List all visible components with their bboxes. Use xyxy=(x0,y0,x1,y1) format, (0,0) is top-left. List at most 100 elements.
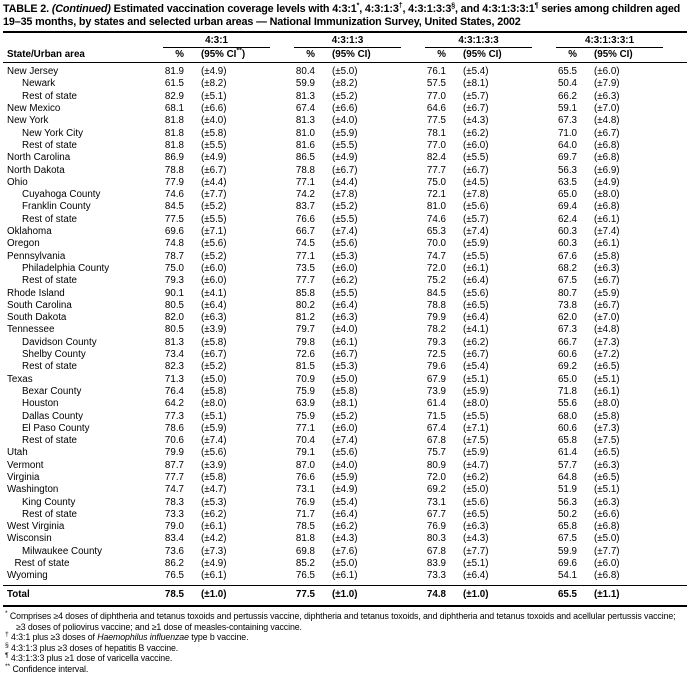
ci-cell: (±5.1) xyxy=(463,558,489,570)
ci-cell: (±4.1) xyxy=(463,324,489,336)
pct-cell: 67.5 xyxy=(557,533,578,545)
table-row: New York City 81.8 (±5.8) 81.0 (±5.9) 78.1 (±6… xyxy=(3,128,687,140)
pct-cell: 65.0 xyxy=(557,189,578,201)
table-row: King County 78.3 (±5.3) 76.9 (±5.4) 73.1 (±5.6… xyxy=(3,497,687,509)
ci-cell: (±7.1) xyxy=(463,422,489,434)
pct-cell: 59.1 xyxy=(557,103,578,115)
pct-cell: 67.8 xyxy=(426,435,446,447)
pct-cell: 72.6 xyxy=(295,349,315,361)
table-row: Rest of state 73.3 (±6.2) 71.7 (±6.4) 67.7 (±6… xyxy=(3,509,687,521)
pct-cell: 81.6 xyxy=(295,139,315,151)
pct-cell: 64.6 xyxy=(426,103,446,115)
ci-cell: (±5.6) xyxy=(332,447,358,459)
pct-cell: 86.9 xyxy=(164,152,184,164)
ci-cell: (±6.8) xyxy=(594,521,620,533)
table-row: Dallas County 77.3 (±5.1) 75.9 (±5.2) 71.5 (±5… xyxy=(3,411,687,423)
pct-cell: 70.4 xyxy=(295,435,315,447)
ci-cell: (±8.2) xyxy=(201,78,227,90)
ci-cell: (±5.0) xyxy=(463,484,489,496)
area-cell: New York City xyxy=(22,127,83,139)
ci-column-header: (95% CI) xyxy=(318,48,425,64)
ci-cell: (±5.2) xyxy=(332,90,358,102)
pct-cell: 78.8 xyxy=(164,164,184,176)
ci-cell: (±6.2) xyxy=(332,275,358,287)
area-cell: Bexar County xyxy=(22,385,82,397)
ci-cell: (±5.6) xyxy=(463,201,489,213)
table-row: North Dakota 78.8 (±6.7) 78.8 (±6.7) 77.7 (±6.… xyxy=(3,165,687,177)
pct-cell: 73.3 xyxy=(164,508,184,520)
area-cell: Rhode Island xyxy=(7,287,65,299)
ci-cell: (±6.1) xyxy=(463,262,489,274)
ci-cell: (±6.1) xyxy=(594,213,620,225)
ci-cell: (±5.6) xyxy=(463,496,489,508)
ci-cell: (±6.8) xyxy=(594,152,620,164)
table-row: West Virginia 79.0 (±6.1) 78.5 (±6.2) 76.9 (±6… xyxy=(3,521,687,533)
area-cell: North Carolina xyxy=(7,152,71,164)
ci-cell: (±3.9) xyxy=(201,459,227,471)
area-cell: Rest of state xyxy=(22,361,77,373)
pct-cell: 60.6 xyxy=(557,422,578,434)
ci-cell: (±1.0) xyxy=(187,584,294,607)
table-row: Rest of state 81.8 (±5.5) 81.6 (±5.5) 77.0 (±6… xyxy=(3,140,687,152)
table-row: Tennessee 80.5 (±3.9) 79.7 (±4.0) 78.2 (±4.1) 6… xyxy=(3,324,687,336)
pct-cell: 63.9 xyxy=(295,398,315,410)
ci-cell: (±6.9) xyxy=(594,164,620,176)
ci-cell: (±5.5) xyxy=(332,213,358,225)
ci-cell: (±3.9) xyxy=(201,324,227,336)
area-cell: Rest of state xyxy=(22,139,77,151)
pct-cell: 78.2 xyxy=(426,324,446,336)
pct-cell: 66.7 xyxy=(557,336,578,348)
table-row: Rest of state 82.9 (±5.1) 81.3 (±5.2) 77.0 (±5… xyxy=(3,91,687,103)
table-row: New Mexico 68.1 (±6.6) 67.4 (±6.6) 64.6 (±6.7)… xyxy=(3,103,687,115)
ci-cell: (±8.0) xyxy=(594,189,620,201)
area-cell: Rest of state xyxy=(22,275,77,287)
pct-cell: 69.2 xyxy=(426,484,446,496)
title-continued: (Continued) xyxy=(51,3,111,15)
column-group-431331: 4:3:1:3:3:1 xyxy=(556,32,687,49)
ci-cell: (±5.1) xyxy=(463,373,489,385)
pct-cell: 77.7 xyxy=(426,164,446,176)
pct-cell: 81.3 xyxy=(164,336,184,348)
area-cell: Rest of state xyxy=(22,435,77,447)
sub-header-row: % (95% CI**) % (95% CI) % (95% CI) % (95… xyxy=(3,48,688,64)
pct-cell: 77.5 xyxy=(294,584,318,607)
pct-cell: 67.5 xyxy=(557,275,578,287)
pct-cell: 71.3 xyxy=(164,373,184,385)
area-cell: North Dakota xyxy=(7,164,65,176)
pct-cell: 72.0 xyxy=(426,262,446,274)
group-header-row: State/Urban area 4:3:1 4:3:1:3 4:3:1:3:3… xyxy=(3,32,687,64)
pct-cell: 76.6 xyxy=(295,471,315,483)
pct-cell: 78.6 xyxy=(164,422,184,434)
ci-cell: (±5.1) xyxy=(201,90,227,102)
pct-cell: 65.0 xyxy=(557,373,578,385)
pct-cell: 69.7 xyxy=(557,152,578,164)
pct-cell: 59.9 xyxy=(557,545,578,557)
ci-cell: (±6.5) xyxy=(594,471,620,483)
pct-cell: 60.6 xyxy=(557,349,578,361)
table-row: Franklin County 84.5 (±5.2) 83.7 (±5.2) 81.0 (… xyxy=(3,201,687,213)
ci-cell: (±6.4) xyxy=(463,312,489,324)
pct-cell: 80.7 xyxy=(557,287,578,299)
ci-cell: (±4.0) xyxy=(201,115,227,127)
pct-cell: 82.4 xyxy=(426,152,446,164)
ci-cell: (±7.3) xyxy=(594,422,620,434)
ci-cell: (±7.4) xyxy=(463,226,489,238)
table-row: Shelby County 73.4 (±6.7) 72.6 (±6.7) 72.5 (±6… xyxy=(3,349,687,361)
ci-cell: (±5.9) xyxy=(594,287,620,299)
pct-cell: 80.5 xyxy=(164,299,184,311)
pct-cell: 74.2 xyxy=(295,189,315,201)
pct-cell: 84.5 xyxy=(426,287,446,299)
ci-cell: (±6.4) xyxy=(463,275,489,287)
pct-cell: 77.0 xyxy=(426,139,446,151)
table-row: New Jersey 81.9 (±4.9) 80.4 (±5.0) 76.1 (±5.4)… xyxy=(3,63,687,79)
pct-cell: 77.5 xyxy=(426,115,446,127)
ci-cell: (±6.2) xyxy=(463,127,489,139)
ci-cell: (±6.3) xyxy=(594,262,620,274)
pct-cell: 78.5 xyxy=(295,521,315,533)
table-row: Virginia 77.7 (±5.8) 76.6 (±5.9) 72.0 (±6.2) 64… xyxy=(3,472,687,484)
ci-cell: (±5.6) xyxy=(463,287,489,299)
pct-cell: 67.9 xyxy=(426,373,446,385)
ci-cell: (±6.1) xyxy=(201,521,227,533)
ci-cell: (±6.4) xyxy=(332,508,358,520)
